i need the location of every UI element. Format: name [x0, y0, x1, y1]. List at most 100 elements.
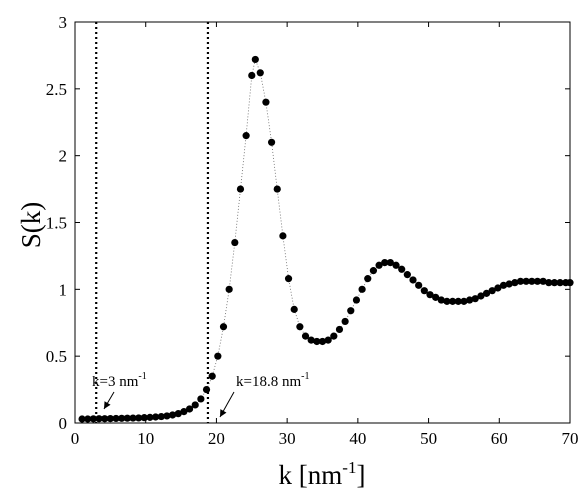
data-point	[566, 279, 574, 287]
data-point	[335, 325, 344, 334]
data-point	[465, 296, 474, 304]
data-point	[174, 410, 182, 418]
data-point	[511, 279, 519, 287]
data-point	[528, 277, 536, 285]
data-point	[146, 413, 154, 421]
data-point	[449, 297, 457, 305]
data-point	[352, 296, 361, 304]
data-point	[296, 323, 304, 331]
x-tick-label: 40	[349, 429, 366, 448]
data-point	[482, 289, 491, 297]
data-point	[284, 275, 293, 283]
data-point	[545, 279, 553, 287]
data-point	[256, 69, 264, 77]
data-point	[185, 405, 194, 413]
data-point	[168, 411, 177, 419]
x-tick-label: 20	[208, 429, 225, 448]
data-point	[129, 414, 137, 422]
data-point	[101, 415, 109, 423]
data-point	[539, 277, 547, 285]
x-axis-label: k [nm-1]	[279, 458, 366, 490]
data-point	[262, 98, 270, 106]
data-point	[505, 280, 513, 288]
data-point	[191, 401, 199, 409]
data-point	[443, 297, 451, 305]
data-point	[522, 277, 530, 285]
data-point	[251, 55, 259, 64]
data-point	[432, 293, 440, 301]
reference-lines	[95, 22, 210, 423]
y-tick-label: 1	[59, 280, 68, 299]
data-point	[471, 295, 479, 303]
data-point	[236, 185, 245, 193]
data-point	[106, 414, 114, 423]
data-point	[426, 291, 434, 299]
data-point	[454, 297, 462, 305]
data-point	[163, 412, 171, 420]
data-point	[556, 279, 564, 287]
data-point	[301, 332, 310, 340]
data-point	[358, 285, 366, 293]
data-point	[273, 185, 281, 193]
data-point	[494, 284, 502, 292]
data-point	[550, 279, 559, 287]
data-point	[392, 261, 400, 269]
annotation-label-sup: -1	[301, 371, 309, 382]
series-connector	[82, 57, 570, 420]
data-point	[157, 412, 165, 421]
series-line	[82, 57, 570, 420]
data-point	[437, 296, 445, 304]
data-point	[533, 277, 542, 285]
data-point	[324, 336, 332, 344]
data-points	[78, 55, 574, 423]
data-point	[499, 281, 508, 289]
data-point	[225, 285, 233, 293]
x-tick-label: 10	[137, 429, 154, 448]
annotation-label: k=3 nm-1	[92, 371, 147, 390]
data-point	[375, 261, 383, 269]
data-point	[477, 292, 485, 300]
annotation-label-sup: -1	[138, 371, 146, 382]
ticks-layer: 0 10 20 30 40 50 60 70 0 0.5 1 1.5 2 2.5 3	[46, 13, 579, 448]
data-point	[330, 332, 338, 340]
data-point	[398, 265, 406, 273]
data-point	[112, 414, 120, 423]
y-tick-label: 0.5	[46, 347, 67, 366]
y-tick-label: 0	[59, 414, 68, 433]
y-axis-label: S(k)	[16, 202, 46, 249]
data-point	[140, 414, 148, 422]
y-tick-label: 2	[59, 147, 68, 166]
y-tick-label: 1.5	[46, 214, 67, 233]
data-point	[248, 71, 256, 80]
data-point	[89, 415, 97, 423]
annotation-arrow-head	[104, 401, 111, 409]
data-point	[118, 414, 126, 422]
data-point	[307, 336, 315, 344]
x-axis-label-main: k [nm	[279, 460, 343, 490]
data-point	[381, 259, 389, 267]
y-tick-label: 3	[59, 13, 68, 32]
data-point	[197, 395, 205, 403]
data-point	[386, 259, 394, 267]
data-point	[78, 415, 86, 423]
data-point	[214, 352, 222, 360]
data-point	[219, 323, 228, 331]
data-point	[318, 337, 327, 346]
data-point	[516, 277, 525, 285]
annotation-arrow-head	[220, 409, 227, 417]
data-point	[369, 267, 378, 275]
data-point	[123, 414, 131, 422]
plot-frame	[74, 21, 571, 424]
annotations: k=3 nm-1 k=18.8 nm-1	[92, 371, 309, 418]
x-tick-label: 50	[420, 429, 437, 448]
data-point	[415, 281, 423, 289]
data-point	[313, 337, 321, 346]
data-point	[95, 415, 103, 423]
x-axis-label-tail: ]	[356, 460, 365, 490]
y-tick-label: 2.5	[46, 80, 67, 99]
annotation-label-main: k=3 nm	[92, 374, 139, 390]
data-point	[364, 275, 372, 283]
data-point	[290, 305, 298, 313]
data-point	[409, 276, 417, 284]
data-point	[488, 287, 496, 295]
